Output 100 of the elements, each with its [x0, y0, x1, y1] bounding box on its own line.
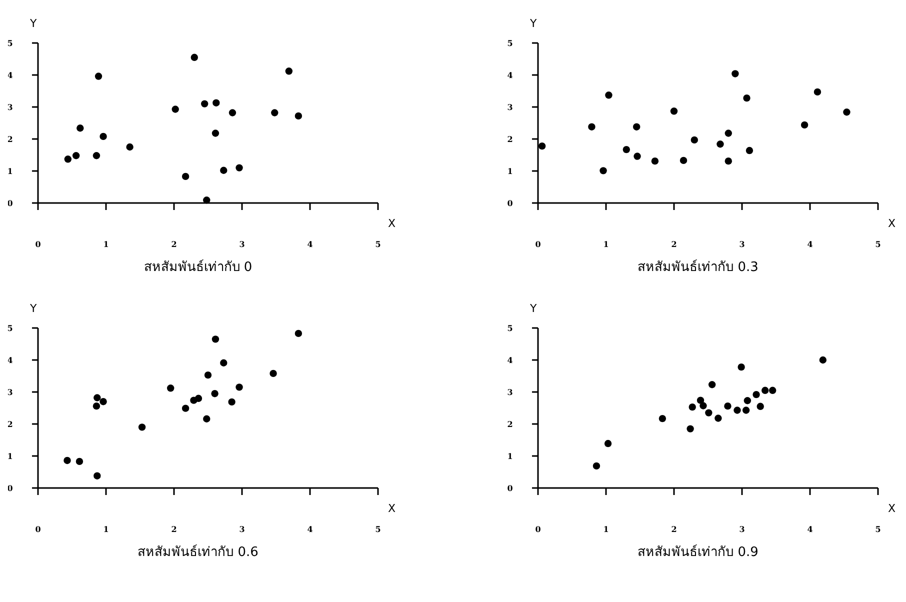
y-tick-label: 2: [507, 134, 513, 144]
point: [92, 152, 100, 160]
point: [732, 70, 739, 78]
point: [92, 402, 100, 410]
y-axis-title: Y: [529, 302, 537, 315]
point: [634, 152, 641, 160]
y-tick-label: 1: [7, 451, 13, 461]
x-tick-label: 2: [171, 524, 177, 534]
point: [204, 371, 212, 379]
y-tick-label: 0: [7, 198, 14, 208]
x-axis-title: X: [388, 502, 396, 515]
point: [592, 462, 600, 470]
x-tick-label: 4: [807, 239, 814, 249]
point: [724, 130, 732, 137]
x-axis-title: X: [888, 217, 896, 230]
point: [194, 394, 202, 402]
point: [220, 166, 228, 174]
point: [94, 472, 101, 480]
x-tick-label: 2: [671, 239, 677, 249]
x-tick-label: 0: [35, 524, 42, 534]
point: [172, 106, 179, 113]
point: [700, 402, 707, 410]
point: [182, 404, 190, 412]
point: [658, 414, 666, 422]
point: [743, 94, 750, 102]
point: [762, 386, 769, 394]
point: [76, 458, 84, 466]
y-tick-label: 1: [7, 166, 13, 176]
point: [734, 406, 741, 414]
point: [769, 386, 776, 394]
text: สหสัมพันธ์เท่ากับ 0.3: [638, 259, 758, 275]
point: [538, 142, 546, 150]
x-tick-label: 1: [103, 524, 109, 534]
point: [212, 336, 220, 343]
point: [651, 157, 659, 165]
point: [604, 440, 612, 448]
point: [212, 130, 220, 137]
y-tick-label: 0: [7, 483, 14, 493]
point: [752, 390, 760, 398]
y-tick-label: 3: [7, 387, 14, 397]
point: [126, 143, 134, 151]
x-tick-label: 4: [307, 239, 314, 249]
point: [688, 403, 696, 411]
point: [285, 68, 293, 75]
text: สหสัมพันธ์เท่ากับ 0.6: [138, 544, 258, 560]
y-tick-label: 2: [7, 134, 13, 144]
x-axis-title: X: [388, 217, 396, 230]
y-tick-label: 0: [507, 483, 514, 493]
point: [228, 398, 236, 406]
point: [294, 330, 302, 338]
point: [705, 409, 712, 416]
point: [622, 146, 630, 154]
point: [211, 390, 218, 398]
x-tick-label: 3: [239, 239, 246, 249]
point: [843, 108, 850, 116]
y-tick-label: 4: [507, 70, 514, 80]
point: [746, 146, 754, 154]
point: [94, 72, 102, 80]
y-tick-label: 3: [507, 387, 514, 397]
x-tick-label: 0: [35, 239, 42, 249]
y-axis-title: Y: [29, 17, 37, 30]
point: [203, 196, 210, 204]
point: [670, 108, 678, 115]
point: [64, 456, 71, 464]
point: [686, 425, 694, 432]
x-tick-label: 3: [239, 524, 246, 534]
point: [690, 136, 698, 144]
point: [716, 140, 724, 148]
y-tick-label: 0: [507, 198, 514, 208]
x-axis-title: X: [888, 502, 896, 515]
text: สหสัมพันธ์เท่ากับ 0.9: [638, 544, 758, 560]
y-tick-label: 5: [507, 38, 513, 48]
y-axis-title: Y: [29, 302, 37, 315]
point: [756, 402, 764, 410]
point: [738, 363, 745, 371]
point: [588, 123, 596, 130]
x-tick-label: 1: [103, 239, 109, 249]
x-tick-label: 5: [875, 524, 881, 534]
point: [724, 402, 732, 410]
y-tick-label: 5: [507, 323, 513, 333]
point: [708, 381, 716, 388]
y-tick-label: 5: [7, 323, 13, 333]
x-tick-label: 5: [375, 524, 381, 534]
point: [76, 124, 84, 132]
x-tick-label: 1: [603, 524, 609, 534]
y-tick-label: 1: [507, 166, 513, 176]
point: [600, 167, 607, 174]
point: [294, 112, 302, 120]
point: [220, 359, 228, 366]
point: [680, 156, 688, 164]
point: [814, 88, 822, 96]
point: [201, 100, 208, 108]
point: [100, 132, 107, 140]
point: [744, 397, 752, 404]
point: [819, 356, 827, 364]
x-tick-label: 0: [535, 524, 542, 534]
point: [236, 164, 243, 172]
point: [633, 123, 640, 130]
point: [236, 384, 243, 391]
y-tick-label: 3: [7, 102, 14, 112]
